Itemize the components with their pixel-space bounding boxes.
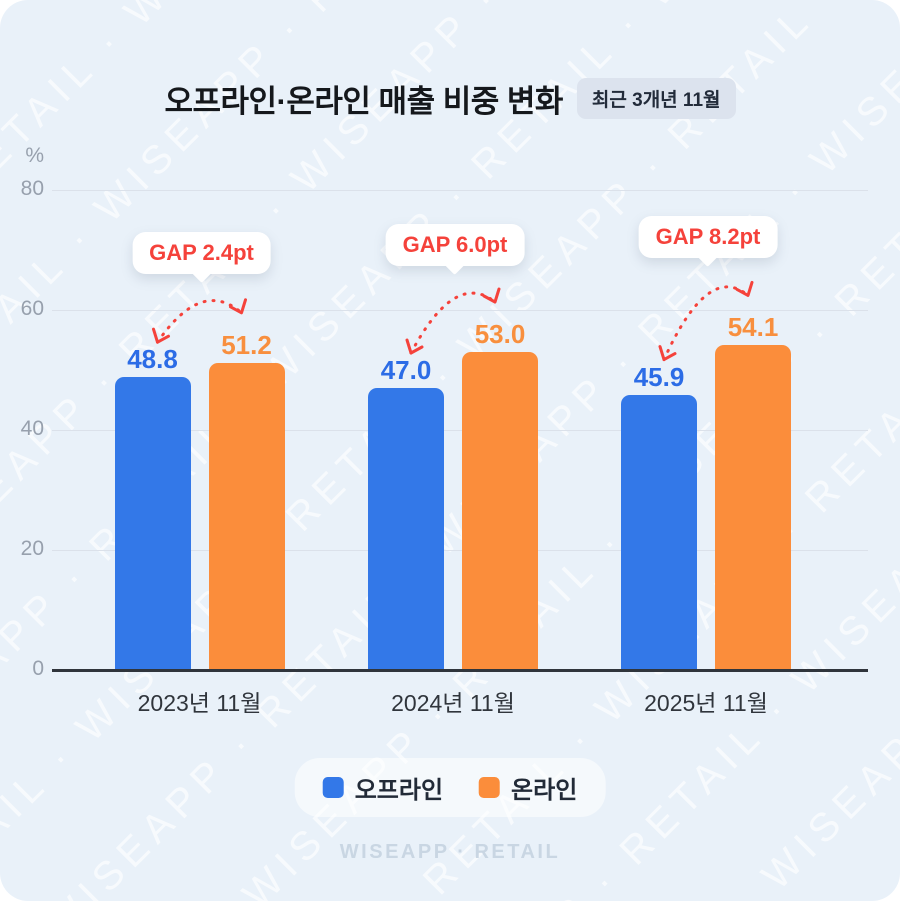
- legend-swatch-online: [479, 777, 501, 798]
- gap-bubble-0: GAP 2.4pt: [132, 232, 271, 274]
- ytick-20: 20: [20, 537, 44, 560]
- legend-label: 온라인: [511, 777, 578, 804]
- bar-offline-1: [368, 388, 444, 670]
- category-label-2: 2025년 11월: [644, 690, 768, 716]
- header: 오프라인·온라인 매출 비중 변화 최근 3개년 11월: [0, 76, 900, 121]
- gap-bubble-1: GAP 6.0pt: [385, 224, 525, 266]
- bar-online-2: [715, 345, 791, 670]
- value-label-offline-1: 47.0: [380, 355, 432, 385]
- category-label-0: 2023년 11월: [137, 690, 262, 716]
- value-label-offline-2: 45.9: [633, 361, 685, 392]
- gridline-40: [52, 429, 868, 431]
- legend-label: 오프라인: [354, 777, 444, 804]
- ytick-40: 40: [20, 417, 44, 440]
- bar-offline-2: [621, 394, 697, 670]
- ytick-60: 60: [20, 297, 44, 320]
- value-label-online-1: 53.0: [474, 319, 526, 349]
- ytick-80: 80: [20, 177, 44, 200]
- category-label-1: 2024년 11월: [391, 690, 515, 716]
- bar-offline-0: [114, 377, 191, 670]
- value-label-online-2: 54.1: [727, 312, 779, 343]
- gridline-80: [52, 189, 868, 191]
- bar-online-1: [462, 352, 538, 670]
- legend-item-online: 온라인: [479, 770, 577, 805]
- gridline-20: [52, 549, 868, 551]
- ytick-0: 0: [32, 657, 44, 680]
- gridline-60: [52, 309, 868, 311]
- period-badge: 최근 3개년 11월: [576, 78, 736, 119]
- y-axis-unit: %: [25, 144, 44, 167]
- x-axis-line: [52, 669, 868, 672]
- value-label-online-0: 51.2: [221, 329, 272, 360]
- page-title: 오프라인·온라인 매출 비중 변화: [164, 84, 563, 119]
- gap-bubble-2: GAP 8.2pt: [638, 216, 778, 258]
- legend-item-offline: 오프라인: [322, 770, 444, 805]
- brand-footer: WISEAPP · RETAIL: [339, 841, 561, 863]
- legend: 오프라인 온라인: [294, 758, 606, 817]
- legend-swatch-offline: [322, 777, 344, 798]
- bar-online-0: [208, 362, 285, 670]
- value-label-offline-0: 48.8: [127, 344, 178, 375]
